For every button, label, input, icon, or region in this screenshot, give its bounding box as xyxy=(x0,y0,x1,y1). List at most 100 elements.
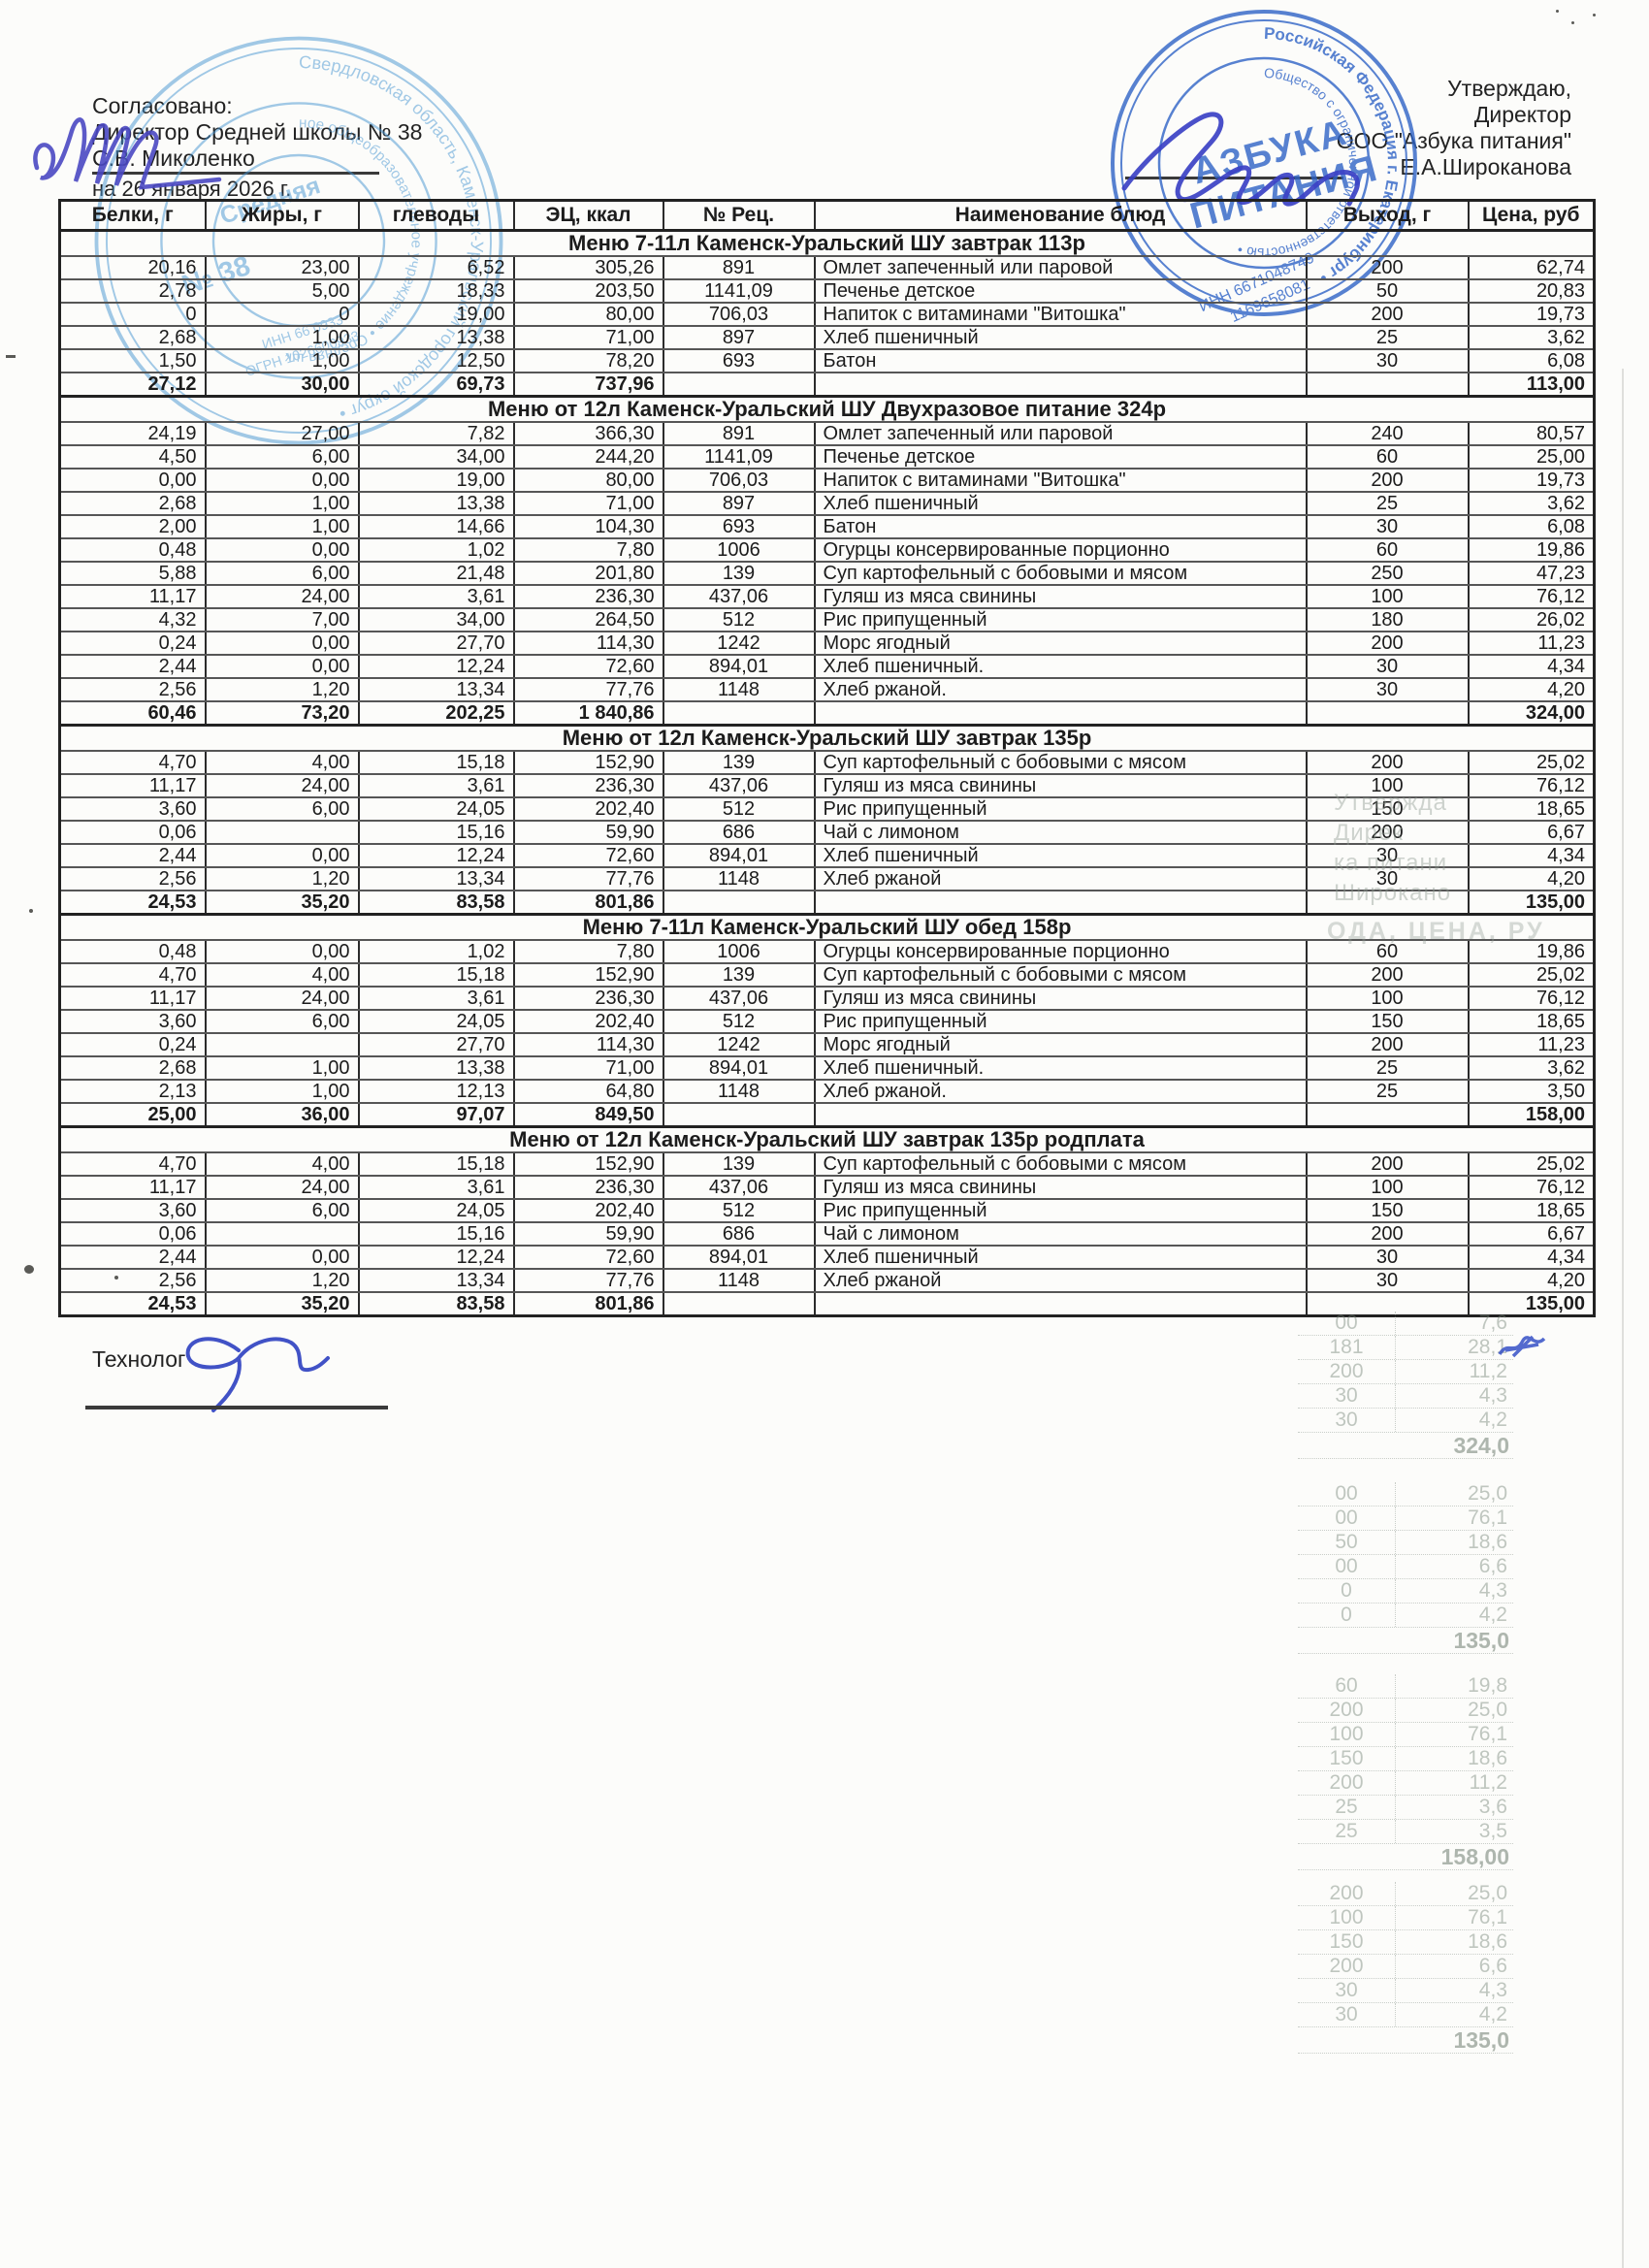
table-cell: 1,20 xyxy=(204,866,360,891)
table-cell: 3,50 xyxy=(1467,1079,1596,1104)
ghost-row: 00 76,1 xyxy=(1298,1507,1513,1531)
table-cell: 236,30 xyxy=(512,986,664,1011)
ghost-table-fragment: 60 19,8 200 25,0 100 76,1 150 18,6 200 11,2 25 3,6 2… xyxy=(1298,1674,1513,1870)
ghost-approval-text: Утвержда Дирек ка питани Широкано xyxy=(1334,788,1451,908)
table-cell xyxy=(1305,1102,1470,1128)
table-cell: 27,12 xyxy=(58,372,207,398)
table-cell: 6,00 xyxy=(204,561,360,586)
table-cell: 18,33 xyxy=(357,278,515,304)
table-cell: 4,70 xyxy=(58,1151,207,1177)
table-cell: 203,50 xyxy=(512,278,664,304)
table-cell: 200 xyxy=(1305,631,1470,656)
table-cell: 1,02 xyxy=(357,939,515,964)
table-cell: 3,61 xyxy=(357,773,515,798)
ghost-text-line: Дирек xyxy=(1334,820,1404,846)
table-cell: 21,48 xyxy=(357,561,515,586)
table-cell: 62,74 xyxy=(1467,255,1596,280)
table-cell: 200 xyxy=(1305,820,1470,845)
table-cell: 60 xyxy=(1305,537,1470,563)
table-cell: 7,00 xyxy=(204,607,360,632)
menu-row: 4,70 4,00 15,18 152,90 139 Суп картофельный с… xyxy=(58,750,1596,775)
table-cell: 26,02 xyxy=(1467,607,1596,632)
col-header-carbs: глеводы xyxy=(357,199,515,232)
ink-smudge xyxy=(1498,1335,1546,1358)
table-cell: Гуляш из мяса свинины xyxy=(813,1175,1308,1200)
table-cell: 801,86 xyxy=(512,890,664,916)
approved-label: Утверждаю, xyxy=(1447,76,1571,101)
table-cell: 7,80 xyxy=(512,537,664,563)
table-cell: 200 xyxy=(1305,962,1470,988)
section-title: Меню 7-11л Каменск-Уральский ШУ завтрак … xyxy=(58,229,1596,257)
table-cell: 30 xyxy=(1305,1268,1470,1293)
table-cell: 0,06 xyxy=(58,1221,207,1247)
scan-edge-shadow xyxy=(1622,369,1624,2268)
table-cell: 71,00 xyxy=(512,325,664,350)
table-cell: 324,00 xyxy=(1467,700,1596,727)
table-cell: 14,66 xyxy=(357,514,515,539)
table-cell: 0,00 xyxy=(204,939,360,964)
table-cell: 60 xyxy=(1305,939,1470,964)
table-cell: 11,17 xyxy=(58,1175,207,1200)
table-cell: 200 xyxy=(1305,750,1470,775)
table-cell: 25 xyxy=(1305,1079,1470,1104)
table-cell: 4,34 xyxy=(1467,843,1596,868)
table-cell: 0,00 xyxy=(204,654,360,679)
table-cell: 4,70 xyxy=(58,750,207,775)
table-cell: Чай с лимоном xyxy=(813,820,1308,845)
section-total-row: 24,53 35,20 83,58 801,86 135,00 xyxy=(58,890,1596,916)
table-cell: 30 xyxy=(1305,843,1470,868)
table-cell: 2,44 xyxy=(58,654,207,679)
table-cell: 1141,09 xyxy=(662,278,816,304)
table-cell: 6,00 xyxy=(204,796,360,822)
table-cell: 6,08 xyxy=(1467,348,1596,373)
table-cell: 3,61 xyxy=(357,986,515,1011)
table-cell xyxy=(662,372,816,398)
table-cell: Хлеб пшеничный. xyxy=(813,654,1308,679)
table-cell: 76,12 xyxy=(1467,773,1596,798)
ghost-text-line: Утвержда xyxy=(1334,790,1447,816)
menu-row: 2,68 1,00 13,38 71,00 897 Хлеб пшеничный 25 3,6… xyxy=(58,491,1596,516)
table-cell: 4,00 xyxy=(204,1151,360,1177)
table-cell: 30 xyxy=(1305,866,1470,891)
table-cell: 1 840,86 xyxy=(512,700,664,727)
table-cell: 1,00 xyxy=(204,325,360,350)
table-cell: 4,34 xyxy=(1467,1245,1596,1270)
ghost-row: 00 6,6 xyxy=(1298,1555,1513,1579)
ink-speck xyxy=(1571,21,1574,24)
table-cell: 897 xyxy=(662,325,816,350)
table-cell: 30 xyxy=(1305,348,1470,373)
table-cell: 6,00 xyxy=(204,1198,360,1223)
table-cell: Хлеб ржаной. xyxy=(813,677,1308,702)
table-cell: Хлеб пшеничный xyxy=(813,843,1308,868)
table-cell: 894,01 xyxy=(662,1055,816,1081)
table-cell: 3,61 xyxy=(357,584,515,609)
table-cell: Рис припущенный xyxy=(813,1009,1308,1034)
table-cell: 693 xyxy=(662,348,816,373)
table-cell: 512 xyxy=(662,1198,816,1223)
table-cell: 2,44 xyxy=(58,1245,207,1270)
table-cell: 706,03 xyxy=(662,302,816,327)
table-cell: 706,03 xyxy=(662,468,816,493)
table-cell xyxy=(1305,890,1470,916)
ghost-row: 100 76,1 xyxy=(1298,1906,1513,1930)
table-cell: 27,00 xyxy=(204,421,360,446)
table-cell: 12,24 xyxy=(357,1245,515,1270)
ghost-row: 30 4,2 xyxy=(1298,1409,1513,1433)
table-cell: 19,00 xyxy=(357,468,515,493)
col-header-price: Цена, руб xyxy=(1467,199,1596,232)
table-cell: 35,20 xyxy=(204,890,360,916)
table-cell: 11,23 xyxy=(1467,631,1596,656)
table-cell: 47,23 xyxy=(1467,561,1596,586)
table-cell: 100 xyxy=(1305,986,1470,1011)
menu-row: 0,24 0,00 27,70 114,30 1242 Морс ягодный 200 11… xyxy=(58,631,1596,656)
table-cell: 135,00 xyxy=(1467,1291,1596,1317)
approval-left-block: Согласовано: Директор Средней школы № 38… xyxy=(92,93,422,172)
section-total-row: 60,46 73,20 202,25 1 840,86 324,00 xyxy=(58,700,1596,727)
table-cell: 0,00 xyxy=(204,1245,360,1270)
table-cell: 24,00 xyxy=(204,584,360,609)
menu-row: 5,88 6,00 21,48 201,80 139 Суп картофельный с… xyxy=(58,561,1596,586)
table-cell: 13,34 xyxy=(357,1268,515,1293)
table-cell: Суп картофельный с бобовыми с мясом xyxy=(813,750,1308,775)
ghost-row: 200 11,2 xyxy=(1298,1360,1513,1384)
table-cell: 236,30 xyxy=(512,584,664,609)
